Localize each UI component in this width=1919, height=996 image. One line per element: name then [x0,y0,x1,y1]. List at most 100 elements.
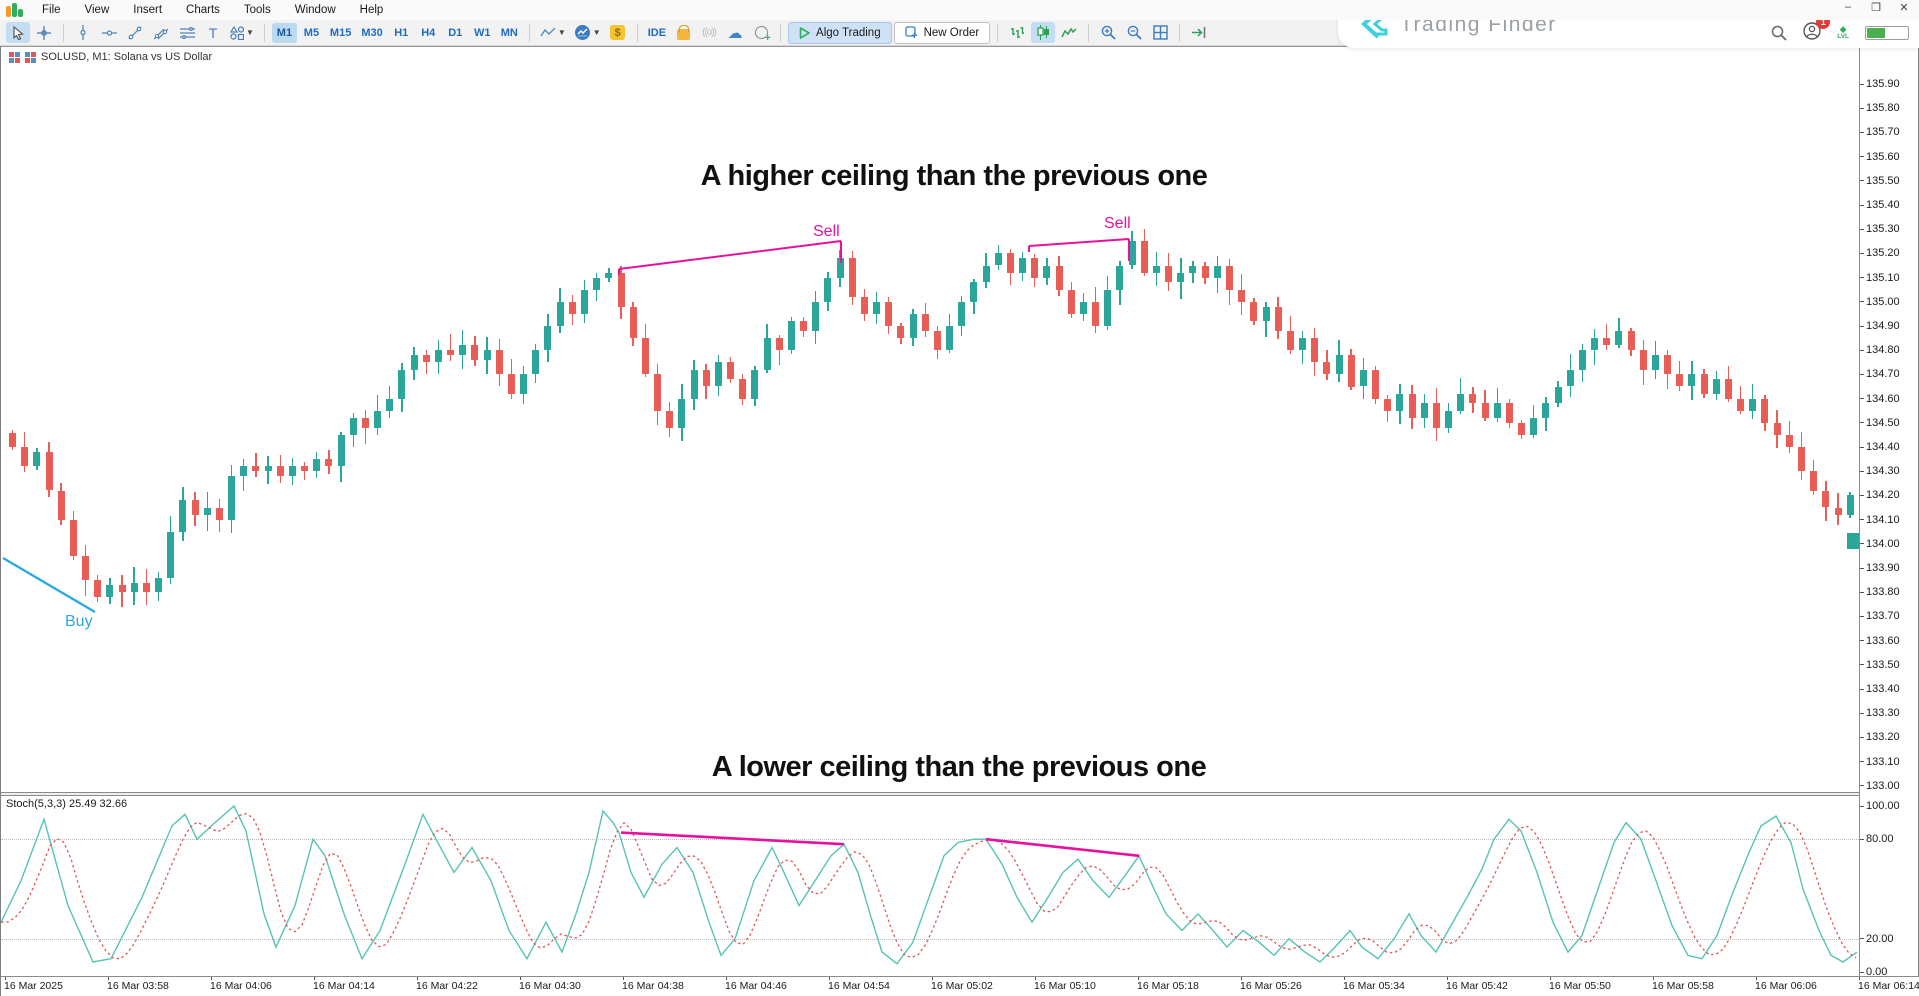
globe-plus-icon [754,26,771,43]
tile-windows-button[interactable] [1148,22,1172,43]
time-axis-tick [726,977,727,980]
timeframe-m15[interactable]: M15 [329,26,352,39]
price-tick: 133.90 [1860,562,1900,574]
web-services-button[interactable] [749,22,773,43]
indicators-button[interactable]: ▼ [571,22,604,43]
price-tick: 134.60 [1860,393,1900,405]
menu-file[interactable]: File [42,4,61,16]
chart-title-bar: SOLUSD, M1: Solana vs US Dollar [9,51,212,63]
zoom-in-button[interactable] [1096,22,1120,43]
time-axis-label: 16 Mar 04:22 [416,980,478,992]
time-axis-tick [932,977,933,980]
text-tool-button[interactable]: T [208,24,218,41]
time-axis-label: 16 Mar 05:26 [1240,980,1302,992]
time-axis-tick [5,977,6,980]
algo-trading-button[interactable]: Algo Trading [788,21,892,44]
buy-signal-label: Buy [65,613,93,630]
price-tick: 135.10 [1860,272,1900,284]
horizontal-line-tool-button[interactable] [97,22,121,43]
price-tick: 133.80 [1860,586,1900,598]
time-axis-tick [1859,977,1860,980]
panel-separator[interactable] [1,792,1861,796]
line-chart-type-button[interactable] [1057,22,1081,43]
time-axis-label: 16 Mar 2025 [4,980,63,992]
signals-button[interactable]: ((o)) [697,22,721,43]
window-controls: – ❐ ✕ [1841,1,1911,14]
chart-window: SOLUSD, M1: Solana vs US Dollar A higher… [0,46,1919,996]
shopping-bag-icon [676,24,690,40]
market-watch-button[interactable]: $ [606,22,630,43]
price-tick: 135.80 [1860,102,1900,114]
time-axis-label: 16 Mar 05:42 [1446,980,1508,992]
timeframe-group: M1 M5 M15 M30 H1 H4 D1 W1 MN [271,22,522,43]
timeframe-h1[interactable]: H1 [394,26,409,39]
timeframe-d1[interactable]: D1 [448,26,463,39]
level-diamond-icon: ◆ [1839,23,1847,34]
vertical-line-tool-button[interactable] [71,22,95,43]
market-store-button[interactable] [671,22,695,43]
crosshair-tool-button[interactable] [32,22,56,43]
menu-window[interactable]: Window [294,4,336,16]
ide-button[interactable]: IDE [647,26,667,39]
profile-button[interactable]: 1 [1803,15,1831,43]
minimize-button[interactable]: – [1844,1,1852,13]
progress-bar [1865,25,1909,40]
price-tick: 135.40 [1860,199,1900,211]
timeframe-h4[interactable]: H4 [421,26,436,39]
price-tick: 134.30 [1860,465,1900,477]
time-axis-tick [1447,977,1448,980]
trendline-tool-button[interactable] [123,22,147,43]
price-tick: 135.70 [1860,126,1900,138]
time-axis-tick [1653,977,1654,980]
time-axis[interactable]: 16 Mar 2025 16 Mar 03:58 16 Mar 04:06 16 Ma… [1,976,1919,996]
time-axis-tick [1241,977,1242,980]
timeframe-m30[interactable]: M30 [361,26,383,39]
menu-view[interactable]: View [84,4,110,16]
timeframe-m5[interactable]: M5 [303,26,320,39]
candlestick-chart-type-button[interactable] [1031,22,1056,43]
sell-signal-label: Sell [1104,215,1131,232]
current-price-tag [1847,533,1859,550]
price-tick: 133.50 [1860,659,1900,671]
menu-bar: File View Insert Charts Tools Window Help [0,0,1919,20]
new-order-button[interactable]: New Order [893,21,991,44]
search-icon[interactable] [1771,25,1787,41]
restore-button[interactable]: ❐ [1871,2,1881,14]
price-tick: 135.30 [1860,223,1900,235]
annotation-headline-top: A higher ceiling than the previous one [700,160,1208,192]
menu-charts[interactable]: Charts [186,4,220,16]
menu-insert[interactable]: Insert [133,4,163,16]
price-tick: 133.00 [1860,780,1900,792]
time-axis-label: 16 Mar 05:18 [1137,980,1199,992]
timeframe-m1[interactable]: M1 [271,22,297,43]
time-axis-tick [314,977,315,980]
zoom-out-button[interactable] [1122,22,1146,43]
cursor-tool-button[interactable] [6,22,30,43]
broadcast-icon: ((o)) [702,27,717,38]
bar-chart-type-button[interactable] [1005,22,1029,43]
chart-shift-button[interactable] [1187,22,1211,43]
time-axis-tick [623,977,624,980]
stoch-level-line [1,938,1861,940]
time-axis-tick [211,977,212,980]
shapes-tool-button[interactable]: ▼ [227,22,257,43]
time-axis-label: 16 Mar 04:54 [828,980,890,992]
chart-symbol-title: SOLUSD, M1: Solana vs US Dollar [41,51,213,63]
timeframe-w1[interactable]: W1 [473,26,491,39]
stoch-level-line [1,839,1861,841]
fibonacci-tool-button[interactable] [175,22,199,43]
timeframe-mn[interactable]: MN [500,26,518,39]
chevron-down-icon: ▼ [592,28,601,37]
menu-help[interactable]: Help [359,4,384,16]
stochastic-panel[interactable]: Stoch(5,3,3) 25.49 32.66 [1,796,1861,976]
price-tick: 133.70 [1860,610,1900,622]
line-studies-button[interactable]: ▼ [537,22,569,43]
candlestick-chart[interactable]: A higher ceiling than the previous one A… [1,47,1861,792]
price-axis[interactable]: 135.90 135.80 135.70 135.60 135.50 135.40 135.… [1859,47,1918,978]
time-axis-tick [829,977,830,980]
price-tick: 134.90 [1860,320,1900,332]
channel-tool-button[interactable] [149,22,173,43]
cloud-button[interactable]: ☁ [723,22,747,43]
menu-tools[interactable]: Tools [243,4,271,16]
close-button[interactable]: ✕ [1899,2,1909,14]
